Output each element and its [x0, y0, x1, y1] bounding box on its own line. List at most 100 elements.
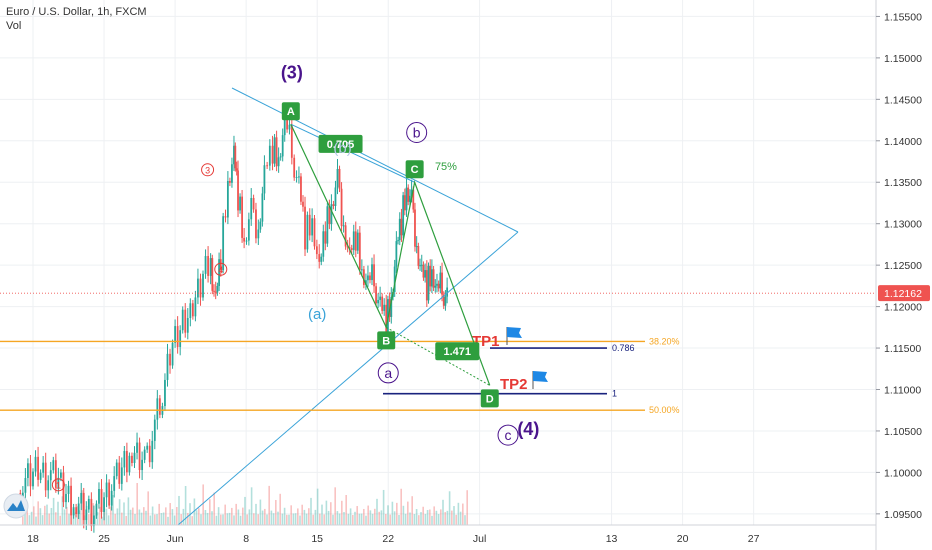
candle-body: [390, 297, 393, 317]
tp-label: TP2: [500, 376, 528, 393]
flag-icon[interactable]: [533, 371, 548, 382]
flag-icon[interactable]: [507, 327, 522, 338]
candle-body: [290, 124, 293, 158]
volume-bar: [147, 491, 149, 525]
volume-bar: [431, 515, 433, 525]
volume-bar: [290, 505, 292, 525]
volume-bar: [129, 509, 132, 525]
point-badge-b[interactable]: [377, 331, 396, 350]
price-axis[interactable]: 1.09500 1.10000 1.10500 1.11000 1.11500 1.120…: [875, 0, 932, 550]
volume-bar: [171, 509, 174, 525]
candle-body: [241, 196, 243, 238]
candle-body: [437, 283, 440, 289]
candle-series: [19, 103, 449, 533]
volume-bar: [389, 514, 391, 525]
point-badge-a[interactable]: [281, 102, 300, 121]
volume-bar: [330, 502, 332, 525]
volume-bar: [455, 514, 457, 525]
candle-body: [100, 488, 103, 512]
candle-body: [430, 269, 433, 287]
volume-bar: [415, 509, 418, 525]
candle-body: [202, 273, 204, 298]
volume-bar: [198, 508, 200, 525]
pattern-path-abcd[interactable]: [290, 123, 491, 386]
volume-bar: [114, 513, 116, 525]
drawing-overlays[interactable]: 38.20%50.00%0.786TP11TP2ABCD0.7051.47175…: [0, 63, 876, 526]
candle-body: [275, 137, 278, 167]
candle-body: [330, 204, 333, 225]
candle-body: [261, 193, 264, 222]
volume-bar: [26, 502, 28, 525]
volume-bar: [266, 514, 268, 525]
pattern-line-ac[interactable]: [290, 123, 415, 183]
volume-bar: [30, 511, 33, 525]
candle-body: [313, 218, 316, 247]
tp-level-value: 0.786: [612, 343, 635, 353]
volume-bar: [303, 509, 306, 525]
volume-bar: [121, 512, 123, 525]
candle-body: [231, 164, 233, 183]
candle-body: [197, 278, 199, 298]
volume-bar: [400, 488, 402, 525]
price-tick-label: 1.11000: [884, 385, 921, 397]
candle-body: [211, 258, 214, 291]
volume-bar: [231, 507, 233, 525]
time-tick-label: 20: [677, 533, 689, 545]
trendline-upper[interactable]: [231, 87, 519, 233]
candle-body: [344, 225, 347, 247]
candle-body: [90, 498, 93, 527]
candle-body: [412, 189, 415, 210]
volume-bar: [191, 516, 193, 525]
point-badge-d[interactable]: [480, 389, 499, 408]
volume-bar: [446, 510, 449, 525]
volume-bar: [66, 506, 68, 525]
volume-bar: [242, 507, 244, 525]
candle-body: [245, 240, 248, 242]
volume-bar: [382, 489, 385, 525]
volume-bar: [123, 502, 125, 525]
volume-bar: [332, 514, 334, 525]
volume-bar: [376, 498, 378, 525]
candle-body: [47, 480, 50, 491]
volume-bar: [160, 513, 163, 525]
time-axis[interactable]: 18 25 Jun 8 15 22 Jul 13 20 27: [0, 524, 876, 545]
candle-body: [98, 488, 100, 504]
volume-label[interactable]: Vol: [6, 20, 22, 32]
volume-bar: [50, 507, 53, 525]
candle-body: [44, 462, 47, 491]
candle-body: [266, 165, 269, 167]
volume-bar: [96, 512, 99, 525]
candle-body: [146, 445, 149, 450]
volume-bar: [156, 514, 158, 525]
trendline-lower[interactable]: [177, 231, 519, 526]
volume-bar: [367, 505, 369, 525]
candle-body: [118, 462, 121, 484]
candle-body: [213, 290, 215, 292]
volume-bar: [57, 501, 59, 525]
volume-bar: [374, 508, 376, 525]
tradingview-logo-icon[interactable]: [3, 493, 29, 519]
candle-body: [181, 309, 184, 331]
time-tick-label: Jun: [167, 533, 184, 545]
volume-bar: [288, 514, 290, 525]
volume-bar: [178, 495, 180, 525]
ratio-badge[interactable]: [318, 134, 363, 153]
candle-body: [442, 294, 445, 306]
candle-body: [131, 455, 133, 464]
symbol-title[interactable]: Euro / U.S. Dollar, 1h, FXCM: [6, 6, 147, 18]
wave-label: c: [505, 427, 512, 443]
volume-bar: [204, 510, 207, 525]
candle-body: [171, 342, 174, 366]
volume-bar: [418, 515, 420, 525]
candle-body: [179, 330, 182, 348]
volume-bar: [358, 513, 361, 525]
fib-level-label: 50.00%: [649, 405, 680, 415]
candle-body: [350, 248, 353, 250]
volume-bar: [420, 512, 422, 525]
point-badge-c[interactable]: [405, 160, 424, 179]
candle-body: [151, 440, 154, 463]
volume-bar: [279, 493, 281, 525]
volume-bar: [184, 486, 187, 525]
ratio-badge[interactable]: [435, 342, 480, 361]
